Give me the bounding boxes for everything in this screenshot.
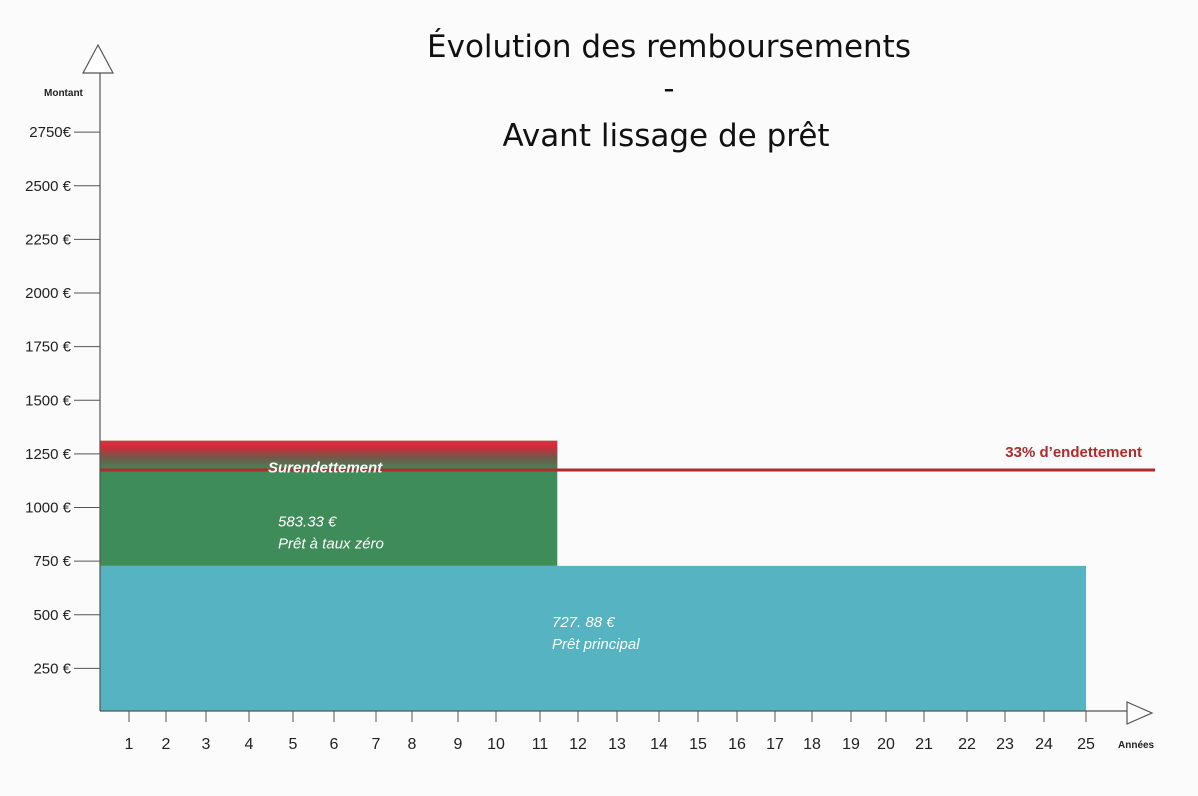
overdebt-label: Surendettement [268, 460, 383, 477]
x-axis-arrow [1126, 701, 1154, 725]
y-tick-label: 2750€ [29, 124, 71, 141]
x-tick-label: 8 [408, 736, 417, 753]
ptz-name-label: Prêt à taux zéro [278, 536, 384, 553]
threshold-label: 33% d’endettement [1005, 444, 1142, 461]
chart-title-line-1: Évolution des remboursements [427, 29, 911, 65]
x-tick-label: 25 [1077, 736, 1095, 753]
x-tick-label: 7 [372, 736, 381, 753]
y-tick-label: 2250 € [25, 231, 72, 248]
x-tick-label: 24 [1035, 736, 1053, 753]
x-tick-label: 17 [766, 736, 784, 753]
x-tick-label: 5 [289, 736, 298, 753]
y-tick-label: 1250 € [25, 446, 72, 463]
x-tick-label: 23 [996, 736, 1014, 753]
bar-principal [100, 565, 1086, 711]
y-axis-arrow [81, 43, 115, 74]
x-tick-label: 20 [877, 736, 895, 753]
bar-overdebt [100, 440, 558, 472]
y-tick-label: 2000 € [25, 285, 72, 302]
y-tick-label: 1750 € [25, 339, 72, 356]
y-tick-label: 750 € [33, 553, 71, 570]
y-tick-label: 1500 € [25, 392, 72, 409]
ptz-value-label: 583.33 € [278, 514, 337, 531]
x-tick-label: 11 [532, 736, 549, 753]
x-tick-label: 6 [330, 736, 339, 753]
x-axis-label: Années [1118, 740, 1155, 751]
y-ticks: 250 € 500 € 750 € 1000 € 1250 € 1500 € 1750 € 2… [25, 124, 100, 677]
principal-value-label: 727. 88 € [552, 614, 615, 631]
y-tick-label: 2500 € [25, 178, 72, 195]
x-tick-label: 4 [245, 736, 254, 753]
x-tick-label: 22 [958, 736, 976, 753]
x-tick-label: 21 [915, 736, 933, 753]
bar-blocks [100, 440, 1086, 711]
x-tick-label: 16 [728, 736, 746, 753]
x-tick-label: 10 [487, 736, 505, 753]
y-tick-label: 250 € [33, 660, 71, 677]
x-tick-label: 9 [454, 736, 463, 753]
y-axis-label: Montant [44, 88, 84, 99]
x-tick-label: 3 [202, 736, 211, 753]
chart-title-line-3: Avant lissage de prêt [502, 118, 829, 154]
x-tick-label: 18 [803, 736, 821, 753]
principal-name-label: Prêt principal [552, 636, 640, 653]
x-tick-label: 13 [608, 736, 626, 753]
x-tick-label: 19 [842, 736, 860, 753]
x-tick-label: 12 [569, 736, 587, 753]
x-tick-label: 1 [125, 736, 134, 753]
x-ticks: 1 2 3 4 5 6 7 8 9 10 11 12 13 14 15 16 17 18 19 20 21 22 23 24 2… [125, 711, 1095, 753]
y-tick-label: 1000 € [25, 500, 72, 517]
x-tick-label: 2 [162, 736, 171, 753]
x-tick-label: 14 [650, 736, 668, 753]
y-tick-label: 500 € [33, 607, 71, 624]
chart-title-line-2: - [663, 71, 674, 107]
x-tick-label: 15 [689, 736, 707, 753]
